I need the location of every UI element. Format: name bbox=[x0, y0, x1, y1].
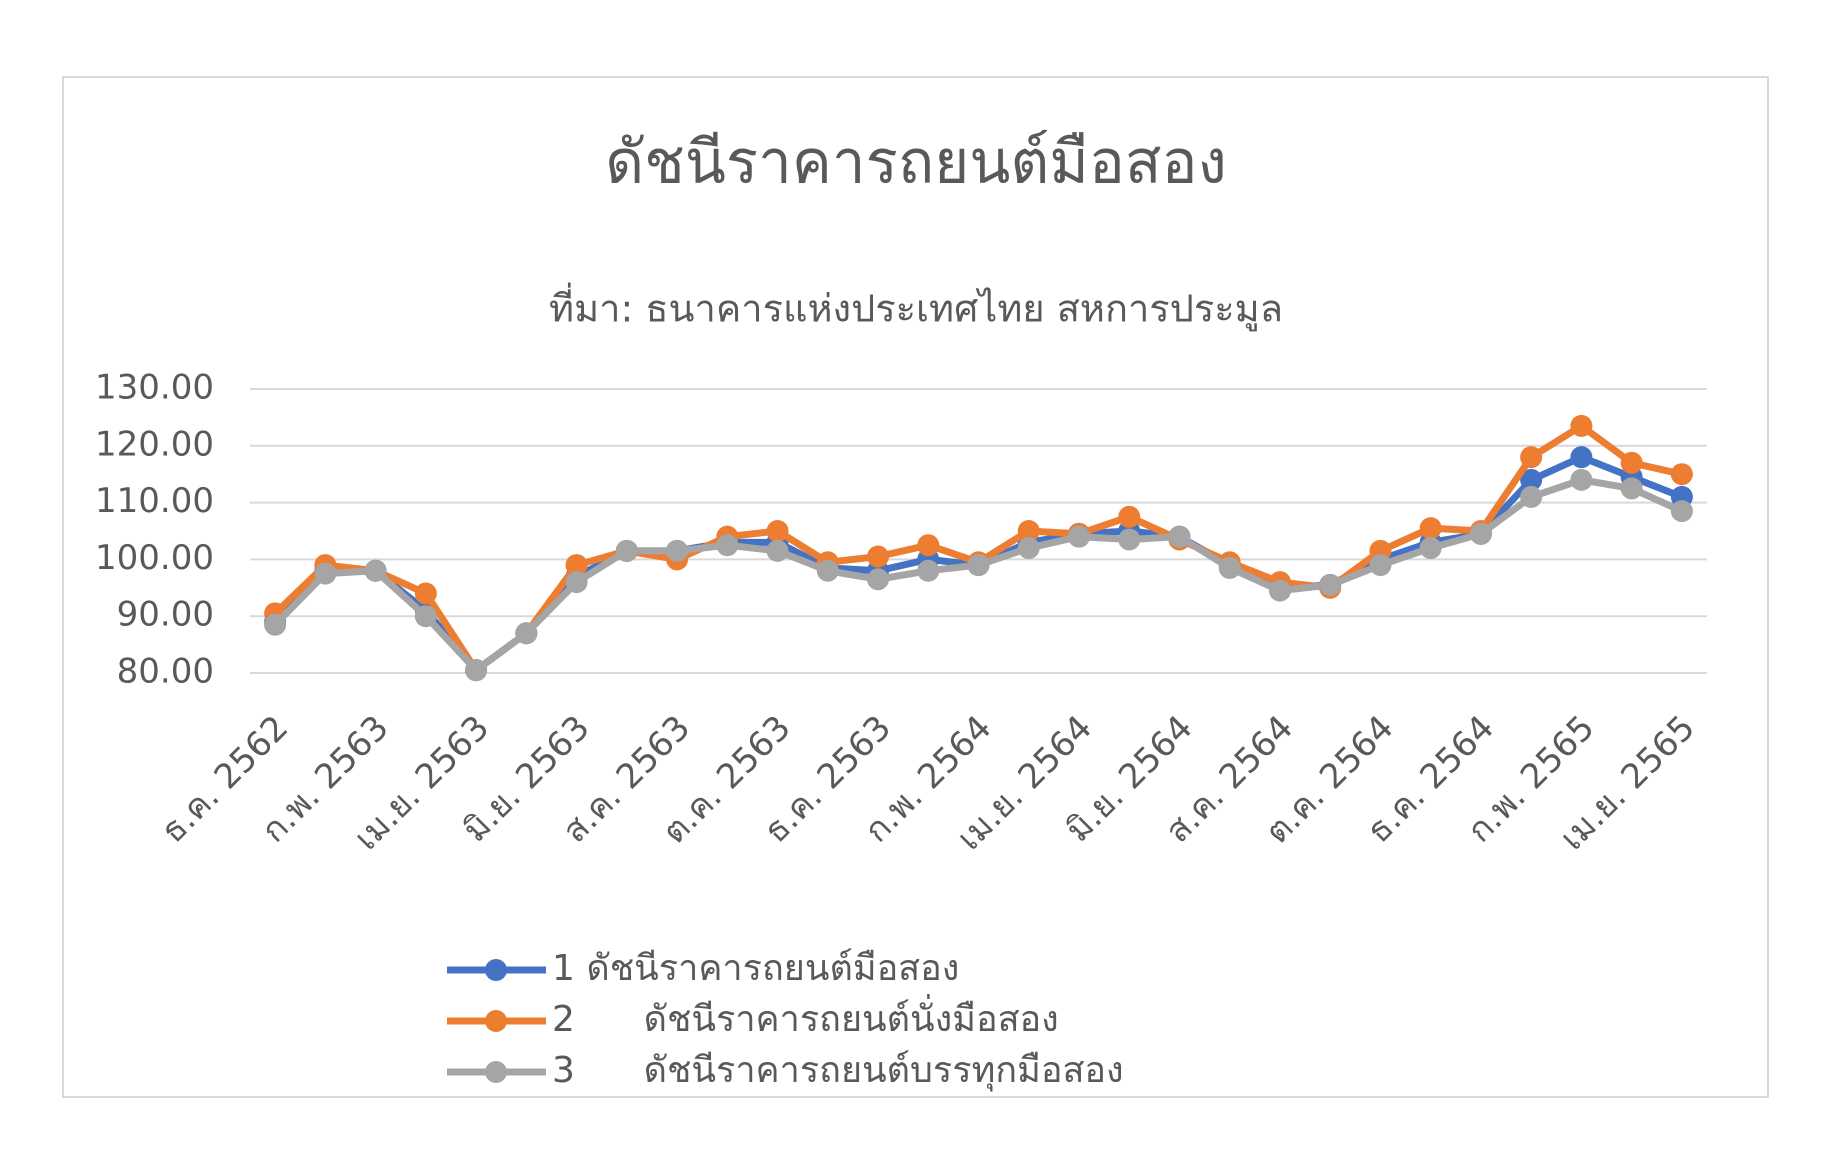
data-point bbox=[1570, 446, 1593, 469]
data-point bbox=[816, 559, 839, 582]
data-point bbox=[1268, 579, 1291, 602]
data-point bbox=[867, 568, 890, 591]
data-point bbox=[1369, 554, 1392, 577]
data-point bbox=[1067, 525, 1090, 548]
data-point bbox=[867, 545, 890, 568]
data-point bbox=[565, 571, 588, 594]
data-point bbox=[766, 539, 789, 562]
data-point bbox=[1419, 517, 1442, 540]
legend-marker bbox=[485, 959, 507, 981]
y-tick-label: 90.00 bbox=[117, 595, 214, 635]
y-tick-label: 120.00 bbox=[95, 424, 214, 464]
chart-frame bbox=[62, 76, 1769, 1098]
chart-title: ดัชนีราคารถยนต์มือสอง bbox=[605, 128, 1227, 198]
y-tick-label: 80.00 bbox=[117, 652, 214, 692]
data-point bbox=[766, 520, 789, 542]
y-tick-label: 100.00 bbox=[95, 538, 214, 578]
data-point bbox=[666, 539, 689, 562]
legend-label: 1 ดัชนีราคารถยนต์มือสอง bbox=[552, 948, 959, 989]
data-point bbox=[1419, 537, 1442, 560]
data-point bbox=[917, 559, 940, 582]
data-point bbox=[314, 562, 337, 585]
data-point bbox=[1670, 463, 1693, 486]
data-point bbox=[1017, 520, 1040, 542]
data-point bbox=[1670, 500, 1693, 523]
data-point bbox=[1218, 556, 1241, 579]
legend-marker bbox=[485, 1010, 507, 1032]
data-point bbox=[1620, 477, 1643, 500]
legend-label: 2 ดัชนีราคารถยนต์นั่งมือสอง bbox=[552, 994, 1059, 1040]
data-point bbox=[1118, 528, 1141, 551]
data-point bbox=[364, 559, 387, 582]
data-point bbox=[1118, 505, 1141, 528]
data-point bbox=[565, 554, 588, 577]
data-point bbox=[1520, 446, 1543, 469]
data-point bbox=[1520, 468, 1543, 491]
data-point bbox=[1570, 468, 1593, 491]
data-point bbox=[465, 659, 488, 682]
data-point bbox=[1319, 573, 1342, 596]
data-point bbox=[615, 539, 638, 562]
y-tick-label: 110.00 bbox=[95, 481, 214, 521]
data-point bbox=[1168, 525, 1191, 548]
data-point bbox=[515, 622, 538, 645]
legend-marker bbox=[485, 1061, 507, 1083]
data-point bbox=[1469, 522, 1492, 545]
legend-label: 3 ดัชนีราคารถยนต์บรรทุกมือสอง bbox=[552, 1050, 1124, 1092]
data-point bbox=[1520, 485, 1543, 508]
data-point bbox=[1570, 414, 1593, 437]
data-point bbox=[414, 605, 437, 628]
y-tick-label: 130.00 bbox=[95, 368, 214, 408]
data-point bbox=[1017, 537, 1040, 560]
data-point bbox=[917, 534, 940, 557]
data-point bbox=[414, 582, 437, 605]
chart-subtitle: ที่มา: ธนาคารแห่งประเทศไทย สหการประมูล bbox=[549, 283, 1283, 332]
data-point bbox=[967, 554, 990, 577]
data-point bbox=[1620, 451, 1643, 474]
data-point bbox=[264, 613, 287, 636]
data-point bbox=[716, 534, 739, 557]
